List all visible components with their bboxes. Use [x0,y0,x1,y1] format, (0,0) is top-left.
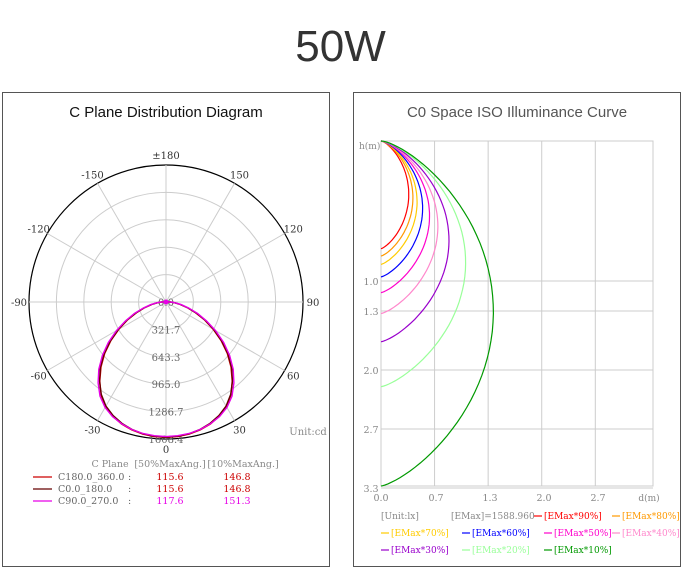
polar-legend-sep: : [128,484,131,495]
iso-x-tick-label: 0.0 [373,493,388,504]
iso-curve [380,140,467,388]
polar-series-curve [97,301,235,438]
iso-y-tick-label: 2.0 [363,366,378,377]
polar-legend-tenth-angle: 146.8 [223,472,250,483]
polar-legend-header: C Plane [91,459,129,470]
iso-y-tick-label: 1.3 [363,307,378,318]
polar-angle-label: -120 [27,225,49,236]
polar-legend-header: [10%MaxAng.] [207,459,278,470]
polar-grid-spoke [97,183,167,303]
iso-y-tick-label: 3.3 [363,484,378,495]
iso-curve [380,140,410,250]
polar-legend-half-angle: 115.6 [156,484,183,495]
iso-curve [380,140,495,487]
iso-y-tick-label: 2.7 [363,425,378,436]
iso-legend-label: [Unit:lx] [381,512,419,522]
polar-legend-name: C180.0_360.0 [58,472,124,483]
polar-radial-label: 1608.4 [149,435,184,446]
iso-curve [380,140,431,294]
iso-x-tick-label: 2.0 [536,493,551,504]
iso-legend-label: [EMax*70%] [391,529,449,539]
iso-x-tick-label: 1.3 [482,493,497,504]
iso-legend-label: [EMax]=1588.960 [451,512,535,522]
polar-angle-label: 120 [284,225,303,236]
iso-y-tick-label: 1.0 [363,277,378,288]
iso-x-axis-label: d(m) [638,493,659,504]
polar-grid-spoke [165,301,285,371]
iso-curve [380,140,439,315]
polar-legend-tenth-angle: 146.8 [223,484,250,495]
polar-radial-label: 321.7 [152,325,181,336]
polar-legend-header: [50%MaxAng.] [134,459,205,470]
polar-chart-title: C Plane Distribution Diagram [69,104,263,121]
iso-legend-label: [EMax*60%] [472,529,530,539]
iso-legend-label: [EMax*10%] [554,546,612,556]
iso-x-tick-label: 0.7 [428,493,443,504]
polar-grid-spoke [165,183,235,303]
polar-legend-half-angle: 117.6 [156,496,183,507]
page-title: 50W [295,22,386,71]
polar-angle-label: ±180 [152,151,179,162]
polar-legend-sep: : [128,472,131,483]
polar-angle-label: 60 [287,372,300,383]
polar-angle-label: 0 [163,445,169,456]
iso-chart: h(m) d(m) 1.0 1.3 2.0 2.7 3.30.0 0.7 1.3 2.0 2.7 [U… [359,140,680,556]
polar-angle-label: -30 [84,425,100,436]
polar-angle-label: 30 [233,425,246,436]
polar-grid-spoke [165,301,235,421]
polar-legend-name: C0.0_180.0 [58,484,112,495]
polar-angle-label: -90 [11,298,27,309]
polar-angle-label: -60 [31,372,47,383]
polar-legend-name: C90.0_270.0 [58,496,118,507]
iso-y-axis-label: h(m) [359,141,380,152]
iso-legend-label: [EMax*30%] [391,546,449,556]
polar-legend-half-angle: 115.6 [156,472,183,483]
iso-plot-border [380,140,654,487]
polar-chart: ±1801501209060300-30-60-90-120-1500.0321… [11,151,327,507]
iso-curve [380,140,424,278]
polar-grid-spoke [47,233,167,303]
iso-curve [380,140,450,343]
polar-radial-label: 1286.7 [149,408,184,419]
iso-chart-panel: C0 Space ISO Illuminance Curve h(m) d(m) 1… [353,92,681,567]
iso-x-tick-label: 2.7 [590,493,605,504]
iso-legend-label: [EMax*80%] [622,512,680,522]
polar-chart-panel: C Plane Distribution Diagram ±180 150 120 9… [2,92,330,567]
iso-curve [380,140,418,265]
polar-angle-label: 90 [307,298,320,309]
iso-legend-label: [EMax*40%] [622,529,680,539]
polar-unit-label: Unit:cd [289,427,327,438]
polar-grid-spoke [165,233,285,303]
iso-curve [380,140,414,257]
polar-radial-label: 965.0 [152,380,181,391]
iso-legend-label: [EMax*50%] [554,529,612,539]
polar-legend-sep: : [128,496,131,507]
polar-angle-label: 150 [230,171,249,182]
polar-legend-tenth-angle: 151.3 [223,496,250,507]
polar-radial-label: 643.3 [152,353,181,364]
iso-legend-label: [EMax*20%] [472,546,530,556]
polar-grid-spoke [47,301,167,371]
iso-chart-title: C0 Space ISO Illuminance Curve [406,104,628,121]
iso-legend-label: [EMax*90%] [544,512,602,522]
polar-center-dot [163,299,169,305]
polar-grid-spoke [97,301,167,421]
polar-angle-label: -150 [81,171,103,182]
